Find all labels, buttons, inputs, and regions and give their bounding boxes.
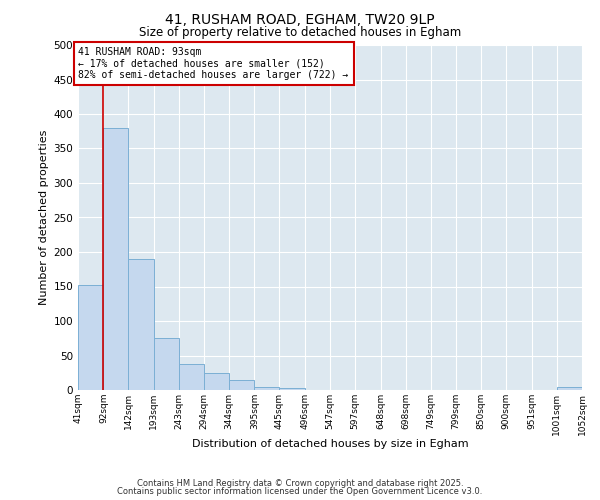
Bar xyxy=(557,387,582,390)
Bar xyxy=(103,128,128,390)
Text: Size of property relative to detached houses in Egham: Size of property relative to detached ho… xyxy=(139,26,461,39)
Bar xyxy=(128,259,154,390)
Y-axis label: Number of detached properties: Number of detached properties xyxy=(39,130,49,305)
Bar xyxy=(154,338,179,390)
Bar xyxy=(78,285,103,390)
Bar xyxy=(204,373,229,390)
Bar xyxy=(229,380,254,390)
Bar xyxy=(179,364,204,390)
X-axis label: Distribution of detached houses by size in Egham: Distribution of detached houses by size … xyxy=(191,439,469,449)
Bar xyxy=(280,388,305,390)
Text: 41 RUSHAM ROAD: 93sqm
← 17% of detached houses are smaller (152)
82% of semi-det: 41 RUSHAM ROAD: 93sqm ← 17% of detached … xyxy=(79,47,349,80)
Text: 41, RUSHAM ROAD, EGHAM, TW20 9LP: 41, RUSHAM ROAD, EGHAM, TW20 9LP xyxy=(165,12,435,26)
Bar xyxy=(254,386,280,390)
Text: Contains public sector information licensed under the Open Government Licence v3: Contains public sector information licen… xyxy=(118,487,482,496)
Text: Contains HM Land Registry data © Crown copyright and database right 2025.: Contains HM Land Registry data © Crown c… xyxy=(137,478,463,488)
